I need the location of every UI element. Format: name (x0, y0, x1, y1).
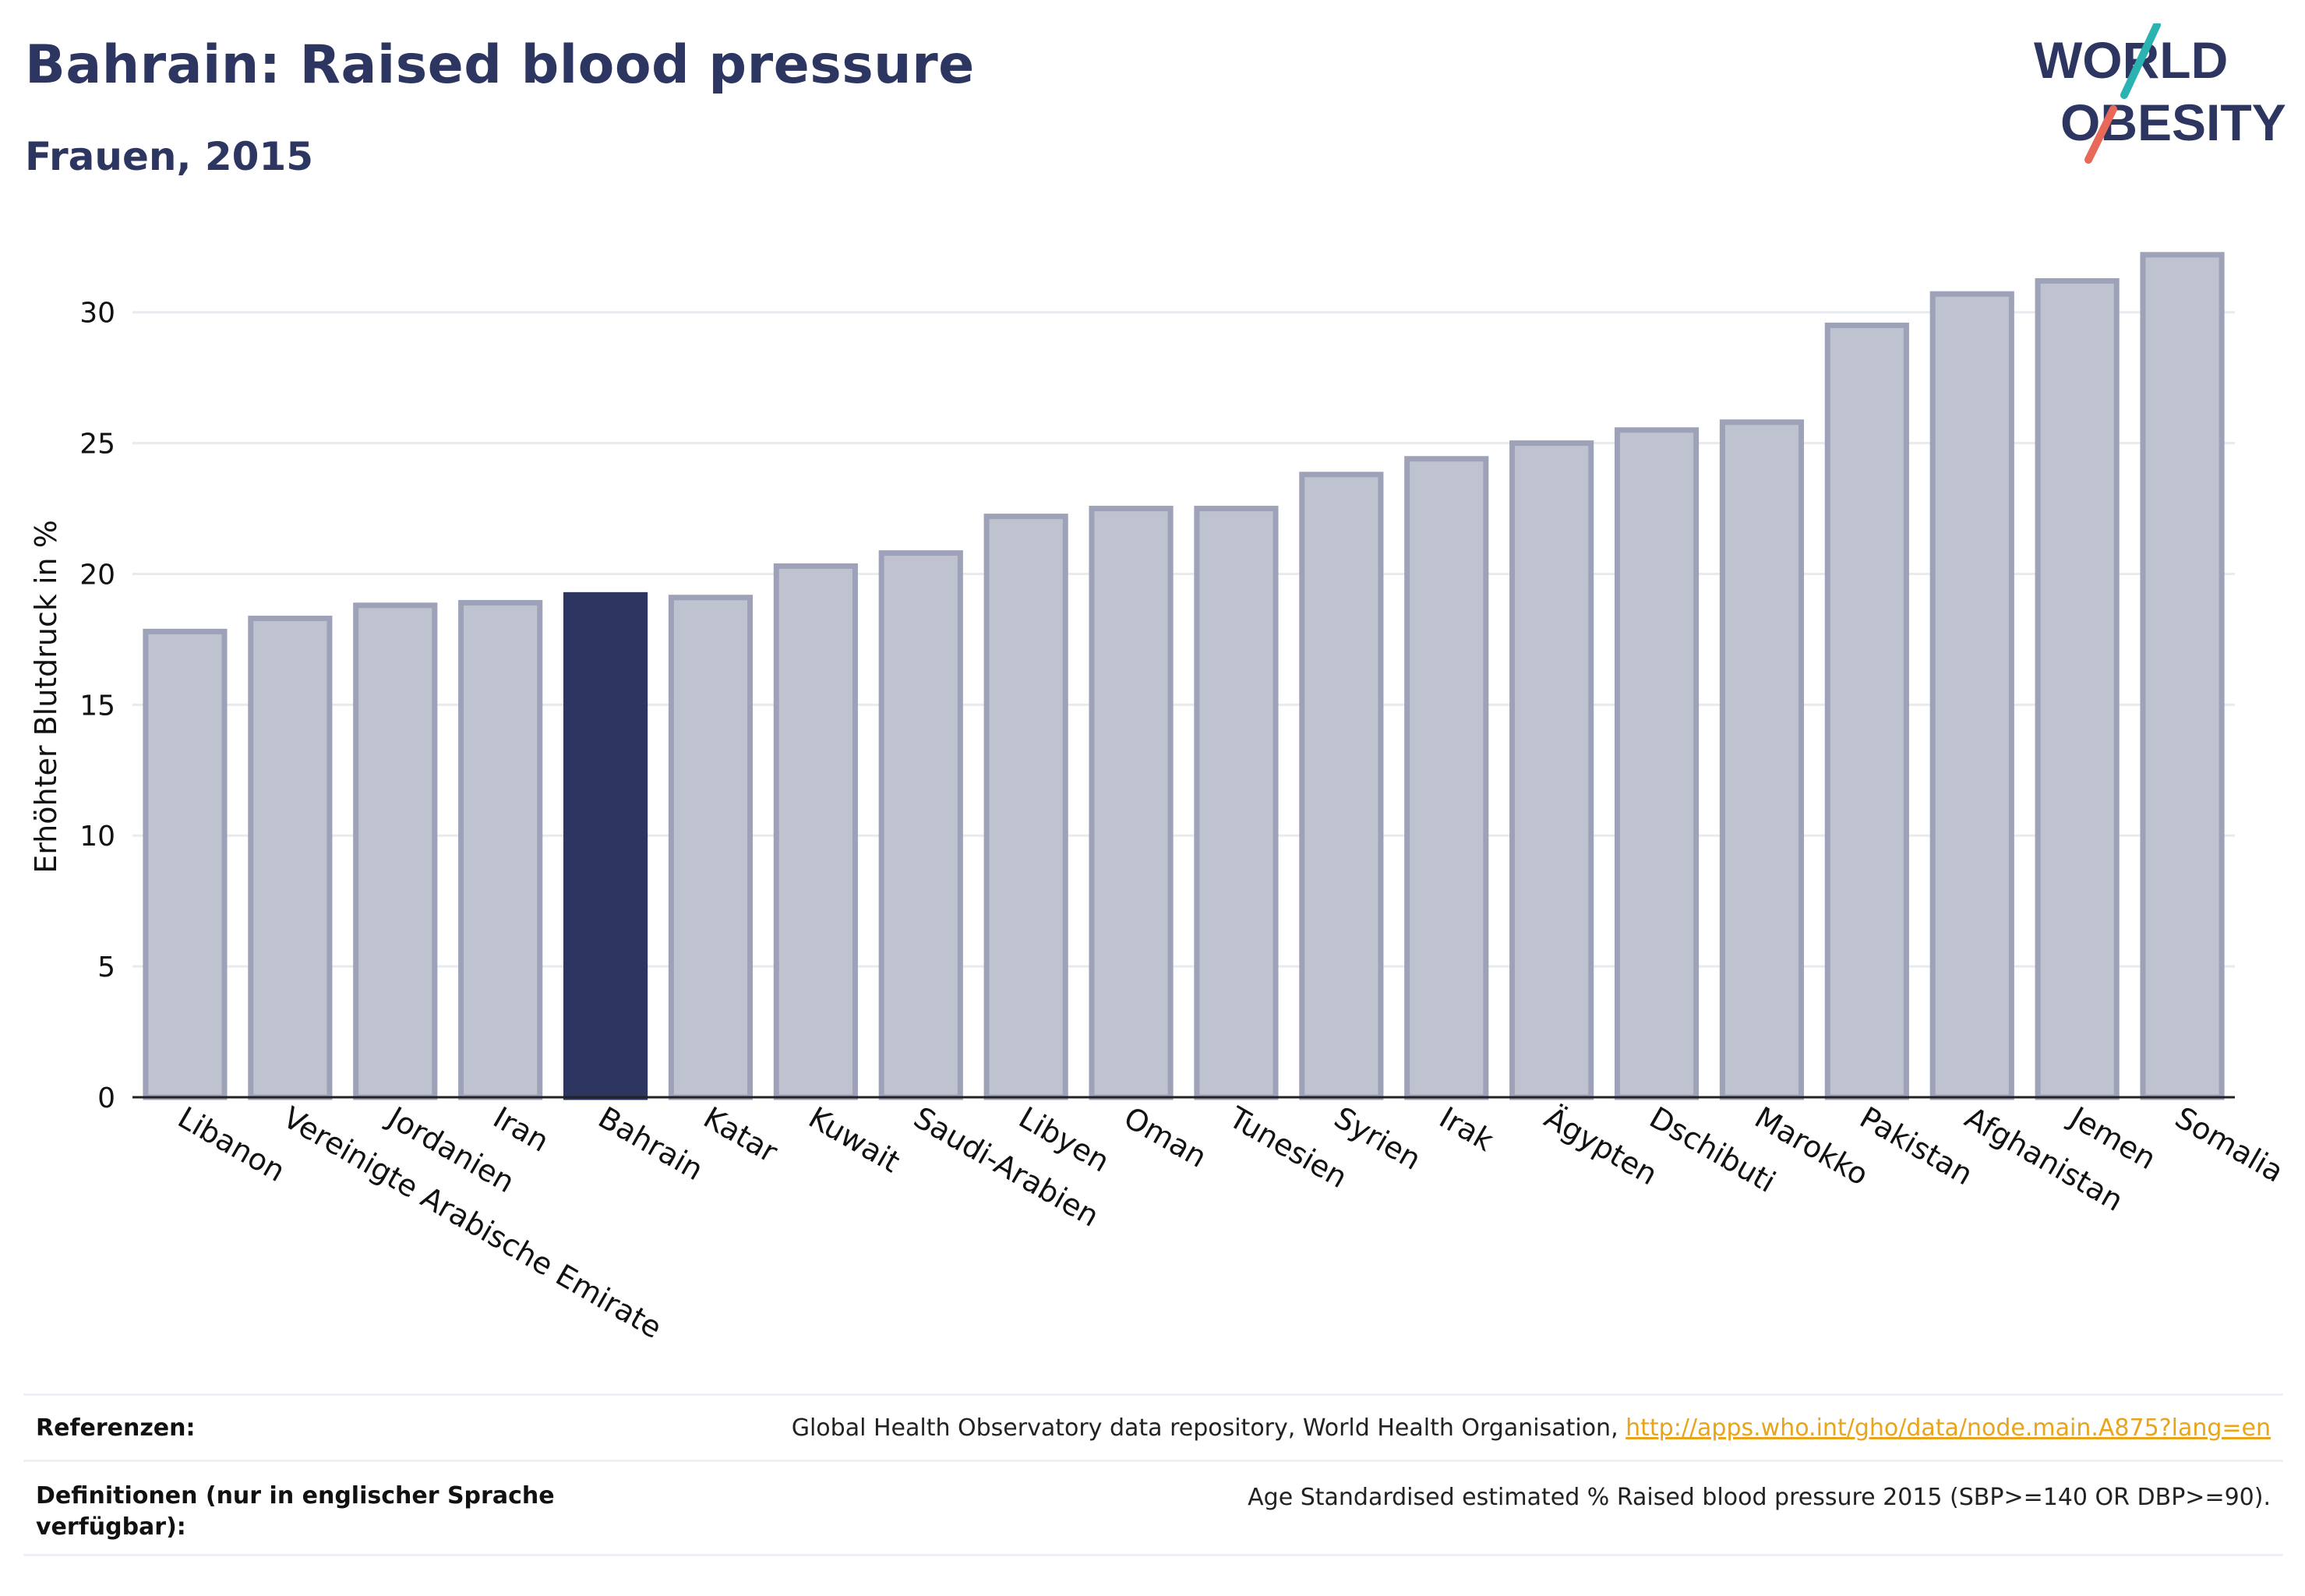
bar-ägypten[interactable] (1509, 440, 1594, 1100)
y-tick-label: 0 (97, 1082, 115, 1114)
x-tick-label: Iran (488, 1100, 555, 1159)
chart-subtitle: Frauen, 2015 (25, 134, 314, 179)
references-row: Referenzen: Global Health Observatory da… (23, 1396, 2283, 1462)
bar-marokko[interactable] (1719, 419, 1805, 1100)
x-tick-label: Oman (1118, 1100, 1213, 1174)
y-tick-label: 10 (79, 821, 115, 853)
references-label: Referenzen: (36, 1414, 196, 1442)
x-tick-label: Irak (1434, 1100, 1499, 1158)
x-tick-label: Somalia (2169, 1100, 2289, 1189)
bar-afghanistan[interactable] (1929, 291, 2014, 1100)
y-tick-label: 25 (79, 429, 115, 461)
x-tick-label: Bahrain (593, 1100, 709, 1188)
definitions-row: Definitionen (nur in englischer Sprache … (23, 1462, 2283, 1556)
definitions-value: Age Standardised estimated % Raised bloo… (1248, 1484, 2271, 1511)
y-axis-label: Erhöhter Blutdruck in % (29, 520, 63, 874)
x-tick-label: Kuwait (803, 1100, 905, 1180)
references-text: Global Health Observatory data repositor… (791, 1414, 1626, 1442)
x-tick-label: Libanon (172, 1100, 291, 1188)
bar-katar[interactable] (668, 595, 754, 1100)
x-tick-label: Saudi-Arabien (908, 1100, 1104, 1234)
logo-teal-slash (2120, 23, 2161, 99)
references-link[interactable]: http://apps.who.int/gho/data/node.main.A… (1626, 1414, 2271, 1442)
bar-bahrain[interactable] (563, 591, 648, 1100)
bar-jordanien[interactable] (353, 602, 438, 1100)
grid-layer (132, 311, 2235, 968)
bar-pakistan[interactable] (1824, 323, 1909, 1100)
bar-somalia[interactable] (2140, 252, 2225, 1100)
x-tick-label: Pakistan (1854, 1100, 1978, 1192)
bar-layer (143, 252, 2225, 1100)
chart-title: Bahrain: Raised blood pressure (25, 34, 975, 96)
chart-footer: Referenzen: Global Health Observatory da… (23, 1393, 2283, 1556)
bar-syrien[interactable] (1299, 471, 1384, 1100)
bar-irak[interactable] (1404, 456, 1489, 1100)
bar-dschibuti[interactable] (1614, 427, 1700, 1100)
x-tick-label: Katar (697, 1100, 783, 1170)
y-tick-label: 15 (79, 690, 115, 722)
bar-iran[interactable] (458, 599, 543, 1100)
bar-libyen[interactable] (983, 514, 1068, 1100)
references-value: Global Health Observatory data repositor… (792, 1414, 2271, 1442)
bar-tunesien[interactable] (1194, 506, 1279, 1100)
logo-coral-slash (2084, 105, 2117, 164)
bar-saudi-arabien[interactable] (878, 550, 963, 1100)
bar-libanon[interactable] (143, 628, 228, 1100)
bar-oman[interactable] (1089, 506, 1174, 1100)
bar-jemen[interactable] (2035, 277, 2120, 1100)
bar-kuwait[interactable] (773, 563, 858, 1100)
bar-vereinigte-arabische-emirate[interactable] (248, 616, 333, 1100)
x-tick-label: Ägypten (1539, 1100, 1664, 1192)
world-obesity-logo: WORLD OBESITY (2034, 23, 2286, 164)
definitions-label: Definitionen (nur in englischer Sprache … (36, 1482, 555, 1541)
y-tick-label: 20 (79, 559, 115, 591)
y-tick-label: 5 (97, 952, 115, 983)
x-tick-label: Tunesien (1223, 1100, 1353, 1195)
y-tick-label: 30 (79, 298, 115, 330)
